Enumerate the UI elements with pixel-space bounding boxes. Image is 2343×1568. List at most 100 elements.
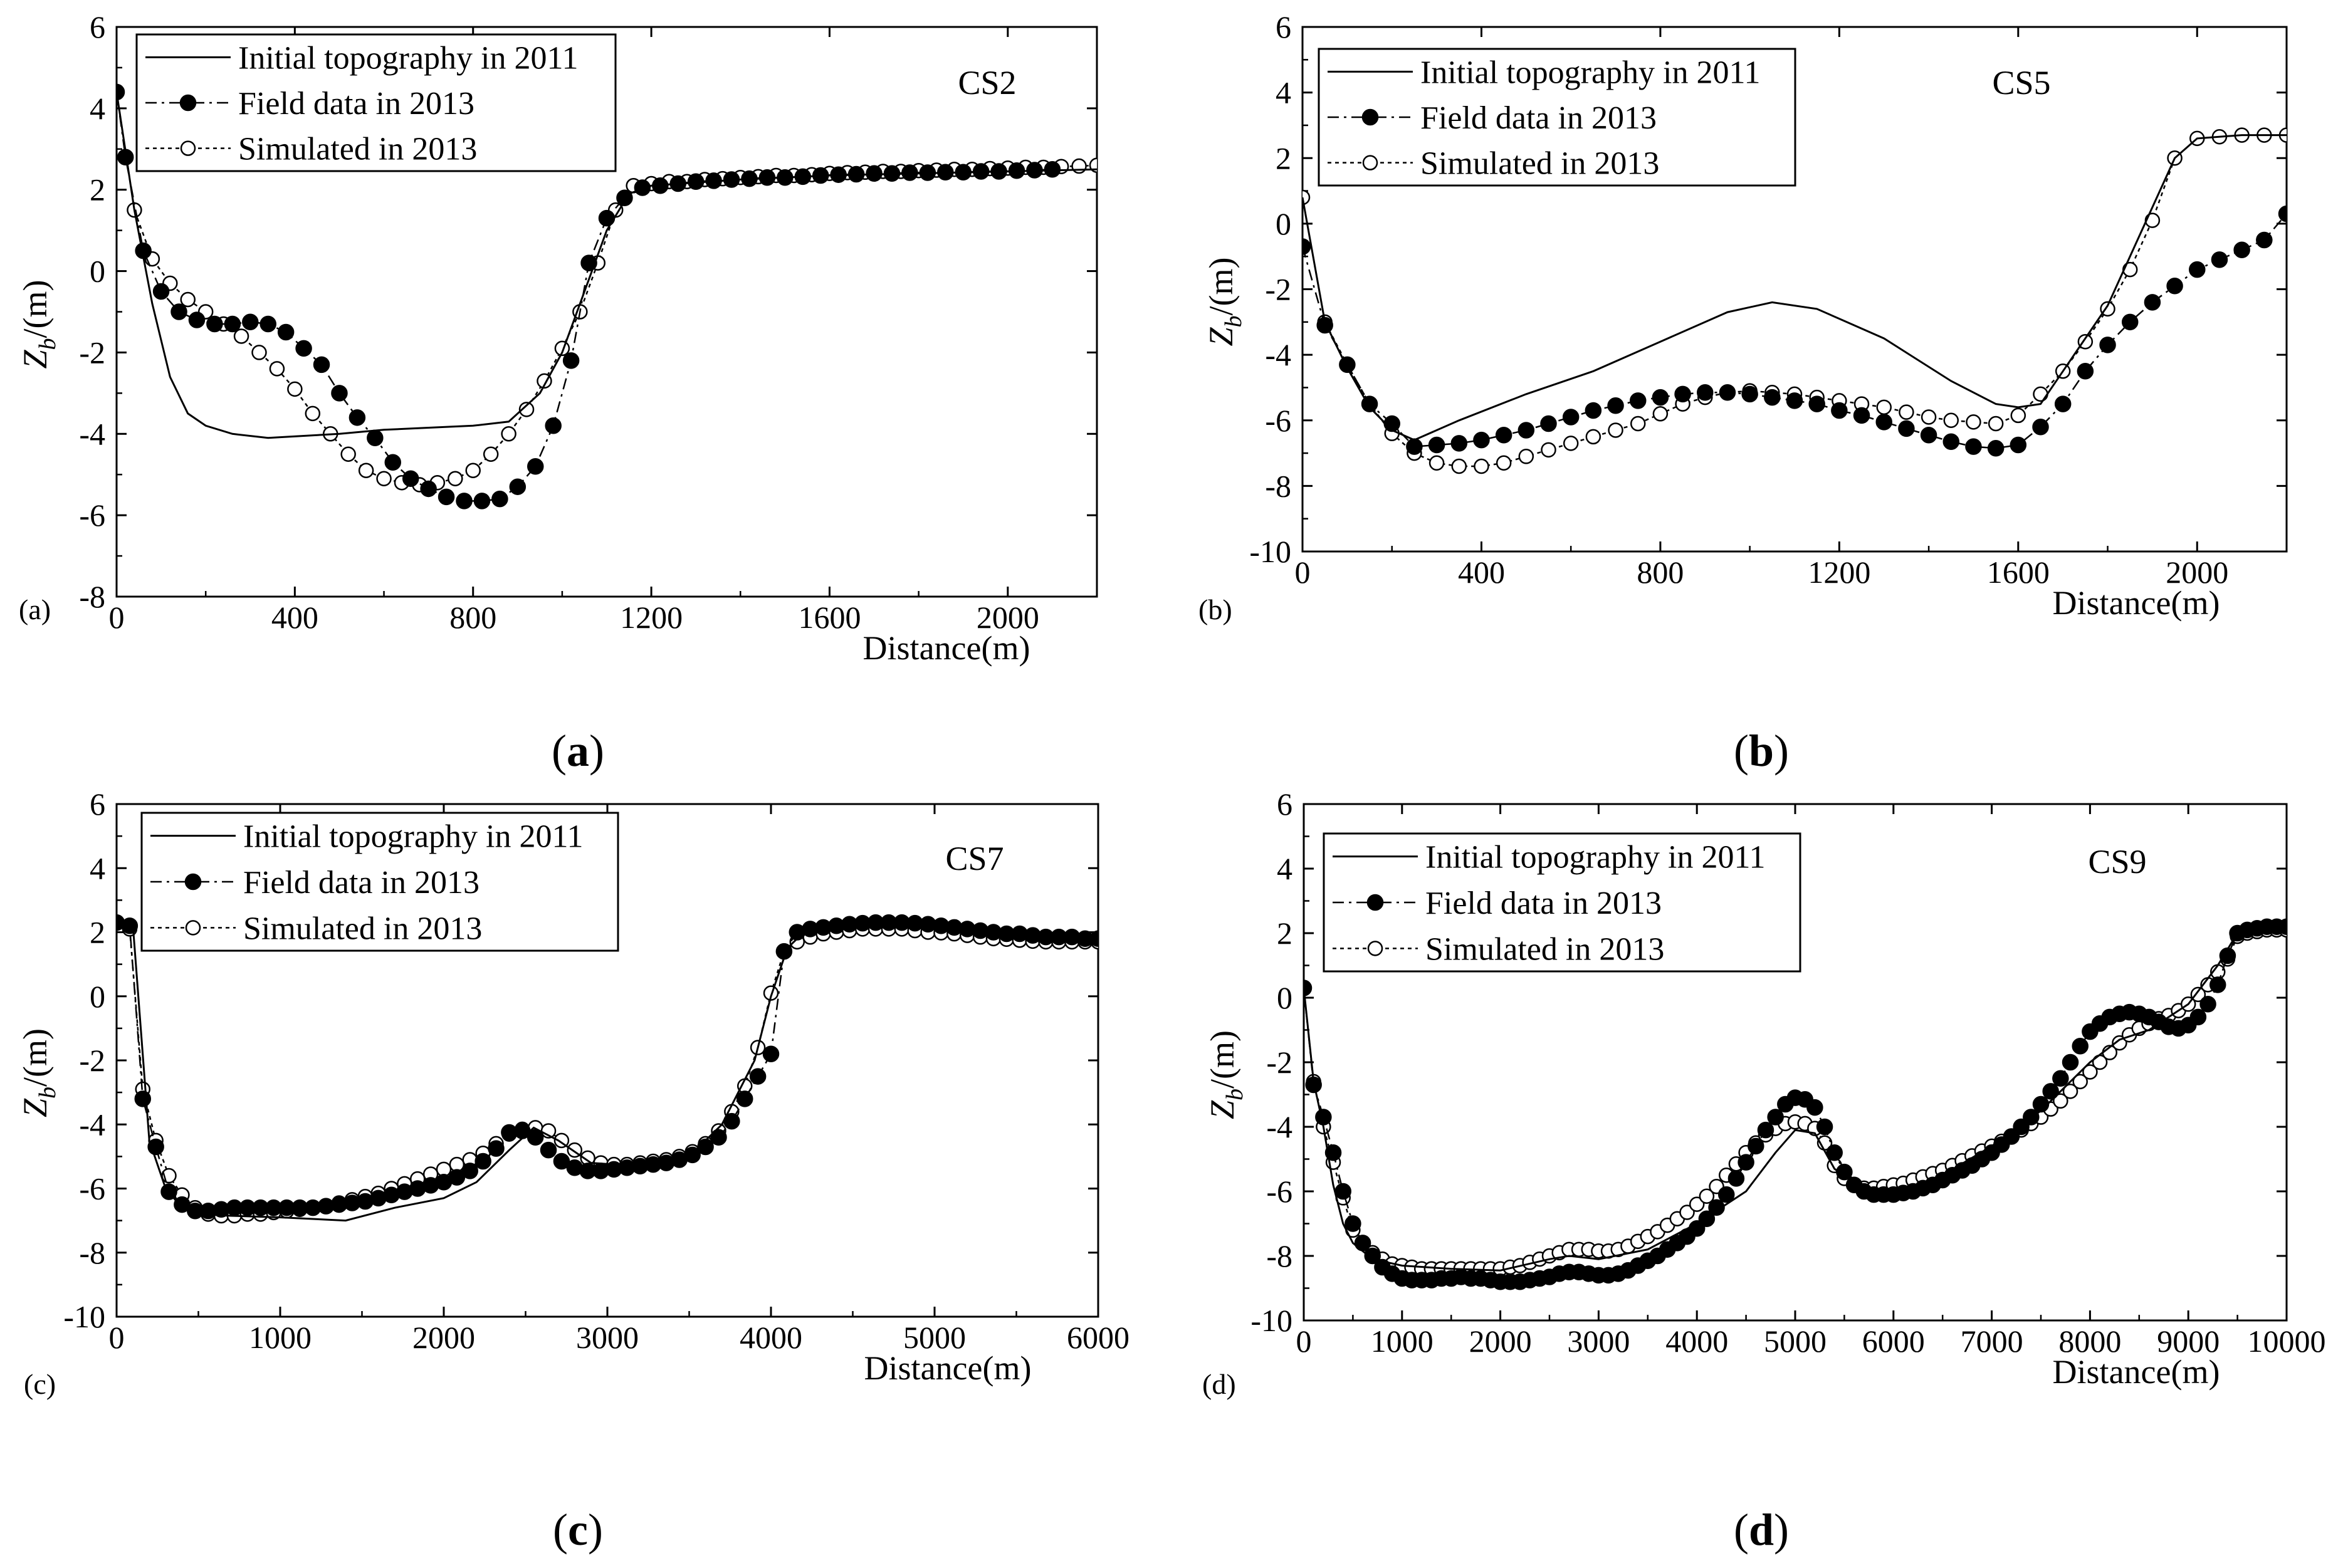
panel-letter: (a)	[19, 593, 51, 625]
field-data-point	[1719, 384, 1736, 401]
field-data-point	[1764, 389, 1781, 406]
caption-paren-open: (	[553, 1505, 568, 1555]
legend-label: Initial topography in 2011	[1420, 55, 1761, 90]
field-data-point	[367, 429, 384, 447]
field-data-point	[2042, 1083, 2059, 1100]
simulated-point	[2053, 1093, 2068, 1109]
field-data-point	[1853, 407, 1870, 424]
series-line-0	[117, 921, 1098, 1222]
field-data-point	[277, 323, 295, 341]
simulated-point	[1518, 449, 1534, 464]
simulated-point	[305, 405, 321, 422]
series-line-0	[1303, 134, 2287, 441]
y-tick-label: -10	[63, 1299, 105, 1334]
field-data-point	[2052, 1070, 2069, 1087]
y-tick-label: -10	[1250, 1303, 1292, 1338]
field-data-point	[491, 490, 508, 508]
field-data-point	[1339, 356, 1356, 374]
y-tick-label: 6	[1277, 787, 1292, 822]
x-axis-label: Distance(m)	[2053, 1353, 2220, 1391]
field-data-point	[1697, 384, 1714, 401]
field-data-point	[1495, 427, 1512, 444]
field-data-point	[553, 1152, 570, 1170]
caption-paren-open: (	[552, 726, 567, 776]
field-data-point	[634, 179, 651, 196]
field-data-point	[1450, 435, 1468, 452]
field-data-point	[1806, 1099, 1823, 1116]
panel-caption: (a)	[552, 726, 604, 776]
field-data-point	[545, 417, 562, 434]
field-data-point	[1898, 420, 1915, 437]
y-tick-label: -8	[1265, 468, 1291, 503]
simulated-point	[269, 361, 285, 377]
field-data-point	[2072, 1038, 2089, 1055]
simulated-point	[2144, 212, 2161, 228]
field-data-point	[117, 83, 125, 101]
y-tick-label: -2	[1265, 272, 1291, 307]
y-axis-label-subscript: b	[1222, 1089, 1248, 1100]
field-data-point	[2144, 294, 2161, 311]
field-data-point	[2278, 918, 2287, 935]
legend-filled-marker	[179, 94, 197, 112]
simulated-point	[1876, 399, 1892, 416]
field-data-point	[488, 1140, 505, 1157]
field-data-point	[402, 470, 419, 487]
x-tick-label: 1200	[1808, 555, 1870, 590]
field-data-point	[710, 1129, 727, 1146]
x-tick-label: 10000	[2248, 1324, 2326, 1359]
field-data-point	[540, 1141, 557, 1159]
y-tick-label: 6	[1276, 9, 1291, 44]
field-data-point	[736, 1090, 753, 1107]
simulated-point	[2033, 386, 2048, 402]
simulated-point	[251, 345, 267, 360]
legend-label: Field data in 2013	[243, 865, 480, 901]
simulated-point	[1608, 422, 1623, 438]
y-tick-label: -8	[79, 1235, 105, 1270]
simulated-point	[1652, 406, 1669, 422]
simulated-point	[1699, 1188, 1715, 1204]
field-data-point	[1324, 1144, 1342, 1161]
simulated-point	[1943, 412, 1959, 428]
x-tick-label: 0	[1295, 555, 1311, 590]
y-tick-label: 0	[90, 979, 105, 1014]
y-tick-label: 0	[1277, 980, 1292, 1015]
field-data-point	[2233, 241, 2250, 258]
simulated-point	[2082, 1064, 2098, 1080]
y-axis-label-subscript: b	[34, 1087, 61, 1099]
x-tick-label: 400	[271, 600, 318, 635]
field-data-point	[1629, 392, 1647, 409]
legend-filled-marker	[1361, 108, 1379, 126]
field-data-point	[438, 488, 455, 506]
field-data-point	[1808, 395, 1825, 412]
x-tick-label: 4000	[1665, 1324, 1728, 1359]
simulated-point	[2072, 1074, 2088, 1090]
y-tick-label: 2	[90, 915, 105, 950]
simulated-point	[1630, 416, 1646, 432]
field-data-point	[1303, 238, 1311, 255]
field-data-point	[224, 315, 241, 333]
field-data-point	[1748, 1137, 1764, 1155]
y-axis-label: Zb/(m)	[16, 280, 61, 368]
field-data-point	[1540, 415, 1557, 432]
field-data-point	[1920, 427, 1937, 444]
simulated-point	[1921, 409, 1937, 425]
field-data-point	[1738, 1154, 1754, 1171]
field-data-point	[527, 457, 544, 475]
field-data-point	[562, 352, 580, 369]
y-axis-label-unit: /(m)	[1203, 1030, 1241, 1089]
field-data-point	[456, 493, 473, 510]
field-data-point	[1708, 1199, 1725, 1216]
field-data-point	[313, 356, 330, 374]
x-tick-label: 1600	[798, 600, 861, 635]
caption-letter: b	[1749, 726, 1774, 776]
legend-filled-marker	[184, 873, 202, 891]
field-data-point	[2256, 231, 2273, 249]
y-tick-label: 4	[1277, 851, 1292, 886]
simulated-point	[376, 471, 392, 486]
field-data-point	[2121, 313, 2139, 331]
field-data-point	[1767, 1109, 1784, 1126]
field-data-point	[384, 454, 402, 471]
field-data-point	[1987, 439, 2005, 457]
legend-label: Field data in 2013	[1425, 886, 1662, 921]
y-axis-label-main: Z	[16, 1098, 54, 1117]
